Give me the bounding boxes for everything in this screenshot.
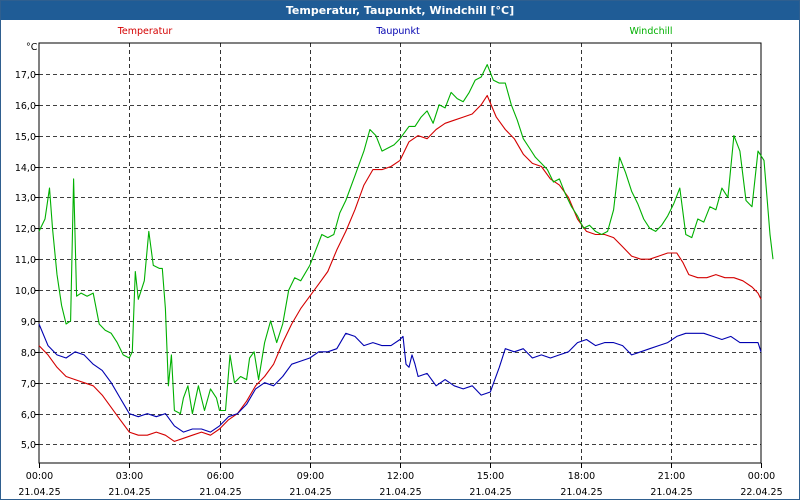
- y-tick-label: 10,0: [15, 286, 36, 297]
- y-tick-label: 5,0: [21, 440, 36, 451]
- grid: [39, 43, 761, 463]
- y-tick-label: 9,0: [21, 317, 36, 328]
- legend: Temperatur Taupunkt Windchill: [117, 26, 673, 37]
- x-tick-date: 21.04.25: [560, 487, 602, 498]
- y-tick-label: 11,0: [15, 255, 36, 266]
- x-tick-time: 12:00: [387, 471, 414, 482]
- x-tick-time: 06:00: [207, 471, 234, 482]
- x-tick-time: 03:00: [116, 471, 143, 482]
- y-tick-label: 6,0: [21, 410, 36, 421]
- chart-title: Temperatur, Taupunkt, Windchill [°C]: [1, 1, 799, 20]
- series-line-windchill: [38, 64, 774, 415]
- y-axis-unit: °C: [26, 42, 38, 53]
- y-tick-label: 13,0: [15, 193, 36, 204]
- x-tick-time: 00:00: [748, 471, 775, 482]
- y-tick-label: 7,0: [21, 379, 36, 390]
- x-axis-ticks: 00:00 21.04.25 03:00 21.04.25 06:00 21.04.25 0…: [18, 463, 783, 498]
- x-tick-date: 21.04.25: [199, 487, 241, 498]
- series-line-temperatur: [38, 94, 762, 442]
- x-tick-date: 22.04.25: [740, 487, 782, 498]
- series-lines: [38, 64, 774, 442]
- x-tick-time: 15:00: [477, 471, 504, 482]
- x-tick-date: 21.04.25: [289, 487, 331, 498]
- legend-windchill: Windchill: [629, 26, 672, 37]
- x-tick-date: 21.04.25: [18, 487, 60, 498]
- y-tick-label: 8,0: [21, 348, 36, 359]
- x-tick-time: 18:00: [568, 471, 595, 482]
- legend-temperatur: Temperatur: [117, 26, 173, 37]
- x-tick-time: 00:00: [26, 471, 53, 482]
- y-tick-label: 15,0: [15, 132, 36, 143]
- y-tick-label: 12,0: [15, 224, 36, 235]
- x-tick-date: 21.04.25: [650, 487, 692, 498]
- x-tick-time: 09:00: [297, 471, 324, 482]
- legend-taupunkt: Taupunkt: [375, 26, 420, 37]
- y-tick-label: 17,0: [15, 70, 36, 81]
- y-tick-label: 14,0: [15, 163, 36, 174]
- x-tick-date: 21.04.25: [469, 487, 511, 498]
- x-tick-time: 21:00: [658, 471, 685, 482]
- series-line-taupunkt: [38, 323, 762, 433]
- x-tick-date: 21.04.25: [108, 487, 150, 498]
- chart-svg: 5,0 6,0 7,0 8,0 9,0 10,0 11,0 12,0 13,0 14,0 15,0 1…: [15, 26, 783, 498]
- y-axis-ticks: 5,0 6,0 7,0 8,0 9,0 10,0 11,0 12,0 13,0 14,0 15,0 1…: [15, 70, 39, 451]
- y-tick-label: 16,0: [15, 101, 36, 112]
- x-tick-date: 21.04.25: [379, 487, 421, 498]
